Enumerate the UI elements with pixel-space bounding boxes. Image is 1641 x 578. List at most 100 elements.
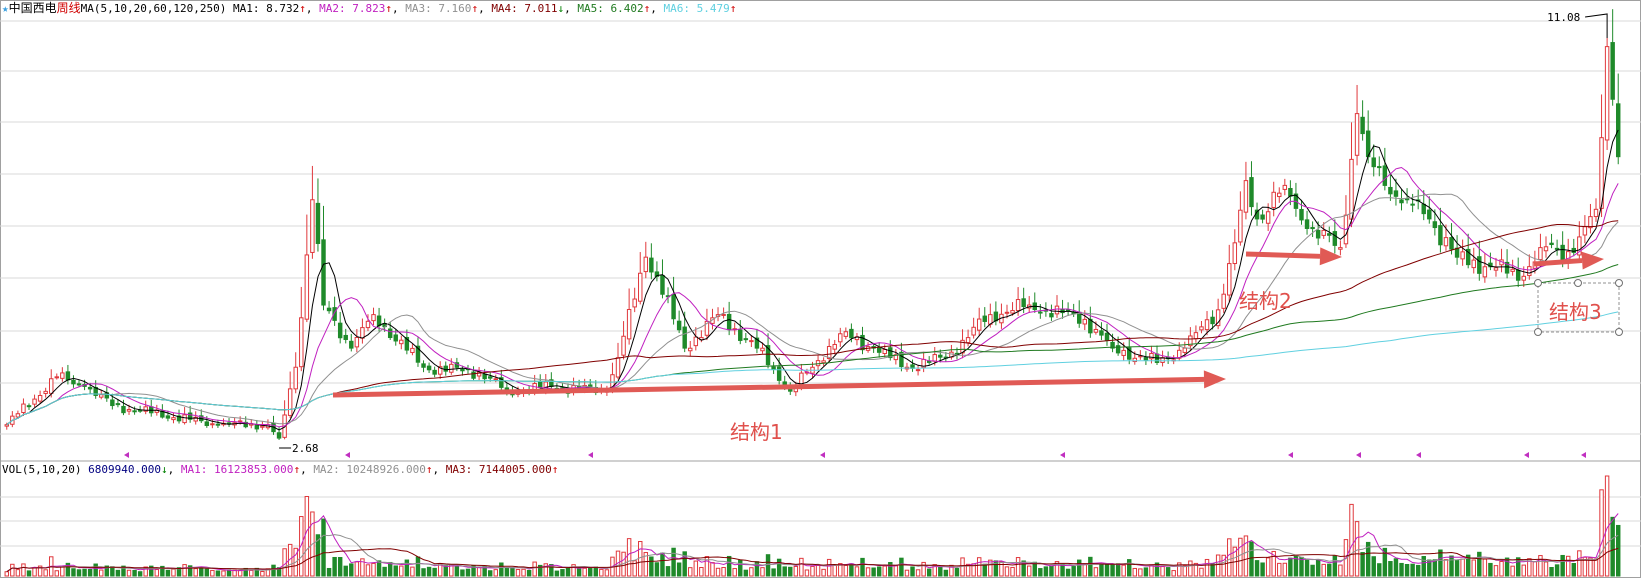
volume-bar[interactable]	[521, 568, 526, 577]
volume-bar[interactable]	[537, 564, 543, 577]
candle[interactable]	[426, 365, 432, 371]
candle[interactable]	[360, 327, 365, 339]
volume-bar[interactable]	[1382, 547, 1388, 577]
volume-bar[interactable]	[1193, 562, 1199, 577]
signal-marker-icon[interactable]	[1581, 452, 1586, 458]
volume-bar[interactable]	[715, 567, 721, 577]
volume-bar[interactable]	[410, 566, 415, 577]
volume-bar[interactable]	[182, 564, 187, 577]
volume-bar[interactable]	[865, 567, 871, 577]
volume-bar[interactable]	[76, 569, 82, 577]
volume-bar[interactable]	[1215, 554, 1221, 577]
volume-bar[interactable]	[899, 557, 904, 577]
candle[interactable]	[1377, 166, 1382, 169]
volume-bar[interactable]	[349, 563, 354, 577]
volume-bar[interactable]	[543, 563, 549, 577]
volume-bar[interactable]	[915, 569, 921, 577]
candle[interactable]	[326, 307, 332, 312]
arrow-structure-3[interactable]	[1533, 258, 1583, 267]
volume-bar[interactable]	[132, 569, 137, 577]
volume-bar[interactable]	[1532, 561, 1538, 577]
candle[interactable]	[365, 320, 371, 329]
period-label[interactable]: 周线	[56, 1, 81, 15]
candle[interactable]	[410, 347, 415, 354]
candle[interactable]	[1404, 198, 1410, 201]
candle[interactable]	[1304, 219, 1310, 229]
volume-bar[interactable]	[1293, 555, 1299, 577]
volume-bar[interactable]	[26, 570, 32, 577]
volume-bar[interactable]	[760, 567, 765, 577]
signal-marker-icon[interactable]	[1416, 452, 1421, 458]
candle[interactable]	[115, 403, 121, 406]
volume-bar[interactable]	[554, 570, 560, 577]
candle[interactable]	[432, 369, 437, 375]
candle[interactable]	[1582, 226, 1588, 236]
volume-bar[interactable]	[1615, 524, 1621, 577]
candle[interactable]	[304, 254, 310, 320]
candle[interactable]	[243, 421, 248, 428]
volume-bar[interactable]	[1427, 559, 1432, 577]
candle[interactable]	[443, 365, 448, 372]
volume-bar[interactable]	[43, 569, 48, 577]
resize-handle[interactable]	[1534, 279, 1542, 287]
candle[interactable]	[1204, 319, 1210, 331]
volume-bar[interactable]	[749, 567, 754, 577]
volume-bar[interactable]	[276, 567, 282, 577]
candle[interactable]	[437, 366, 443, 375]
candle[interactable]	[343, 334, 348, 340]
volume-bar[interactable]	[1065, 568, 1071, 577]
volume-bar[interactable]	[493, 569, 498, 577]
volume-bar[interactable]	[854, 566, 860, 577]
volume-bar[interactable]	[1093, 567, 1099, 577]
volume-bar[interactable]	[1099, 563, 1104, 577]
resize-handle[interactable]	[1534, 328, 1542, 336]
candle[interactable]	[1588, 216, 1593, 229]
volume-bar[interactable]	[332, 556, 337, 577]
candle[interactable]	[399, 339, 404, 345]
volume-bar[interactable]	[1388, 561, 1393, 577]
candle[interactable]	[1054, 305, 1060, 315]
volume-bar[interactable]	[176, 567, 182, 577]
candle[interactable]	[1182, 347, 1188, 353]
candle[interactable]	[15, 413, 21, 418]
volume-bar[interactable]	[226, 569, 232, 577]
volume-bar[interactable]	[1160, 566, 1165, 577]
volume-bar[interactable]	[1499, 561, 1504, 577]
volume-bar[interactable]	[1421, 555, 1426, 577]
volume-bar[interactable]	[1360, 552, 1365, 577]
volume-bar[interactable]	[1043, 566, 1049, 577]
volume-bar[interactable]	[215, 570, 221, 577]
candle[interactable]	[1521, 275, 1526, 281]
candle[interactable]	[1271, 191, 1276, 208]
volume-bar[interactable]	[1349, 503, 1354, 577]
candle[interactable]	[888, 347, 893, 359]
signal-marker-icon[interactable]	[1356, 452, 1361, 458]
candle[interactable]	[110, 399, 115, 407]
candle[interactable]	[721, 313, 726, 316]
volume-bar[interactable]	[604, 569, 610, 577]
volume-bar[interactable]	[782, 566, 787, 577]
candle[interactable]	[1099, 330, 1104, 336]
volume-bar[interactable]	[938, 566, 943, 577]
volume-bar[interactable]	[1538, 555, 1543, 577]
volume-bar[interactable]	[665, 566, 671, 577]
volume-bar[interactable]	[1104, 563, 1110, 577]
volume-bar[interactable]	[821, 568, 826, 577]
candle[interactable]	[1438, 225, 1443, 246]
volume-bar[interactable]	[515, 569, 521, 577]
candle[interactable]	[1460, 251, 1465, 260]
candle[interactable]	[1393, 190, 1399, 197]
signal-marker-icon[interactable]	[820, 452, 825, 458]
candle[interactable]	[1604, 46, 1610, 141]
candle[interactable]	[660, 275, 665, 295]
volume-bar[interactable]	[1560, 554, 1565, 577]
candle[interactable]	[404, 336, 410, 351]
signal-marker-icon[interactable]	[588, 452, 593, 458]
volume-bar[interactable]	[788, 566, 793, 577]
candle[interactable]	[976, 318, 982, 331]
volume-bar[interactable]	[693, 560, 699, 577]
candle[interactable]	[982, 315, 987, 322]
volume-bar[interactable]	[343, 565, 348, 577]
candle[interactable]	[493, 378, 498, 381]
volume-bar[interactable]	[1549, 567, 1554, 577]
